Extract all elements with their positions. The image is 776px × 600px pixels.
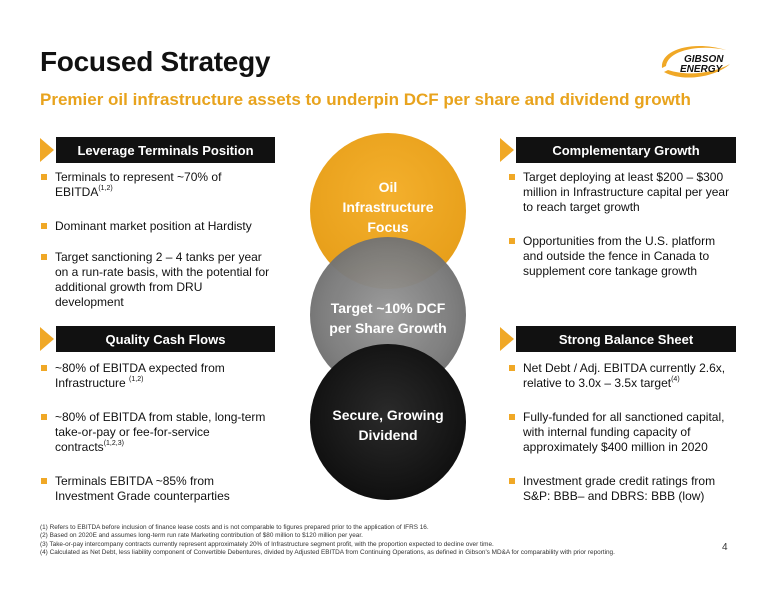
quality-cash-flows-list: ~80% of EBITDA expected from Infrastruct…: [40, 361, 272, 523]
svg-text:ENERGY: ENERGY: [680, 64, 724, 75]
circle-label: Secure, Growing Dividend: [332, 407, 444, 443]
page-title: Focused Strategy: [40, 46, 271, 77]
list-item: Target sanctioning 2 – 4 tanks per year …: [40, 250, 272, 310]
section-heading: Quality Cash Flows: [56, 326, 275, 352]
list-item: Investment grade credit ratings from S&P…: [508, 474, 736, 504]
footnote: (4) Calculated as Net Debt, less liabili…: [40, 549, 615, 557]
list-item: Terminals to represent ~70% of EBITDA(1,…: [40, 170, 272, 200]
list-item: Fully-funded for all sanctioned capital,…: [508, 410, 736, 455]
svg-text:GIBSON: GIBSON: [684, 54, 724, 65]
list-item: Terminals EBITDA ~85% from Investment Gr…: [40, 474, 272, 504]
footnote: (3) Take-or-pay intercompany contracts c…: [40, 540, 494, 548]
chevron-right-icon: [500, 138, 514, 162]
list-item: ~80% of EBITDA expected from Infrastruct…: [40, 361, 272, 391]
footnotes: (1) Refers to EBITDA before inclusion of…: [40, 524, 730, 558]
quality-cash-flows-header: Quality Cash Flows: [40, 326, 275, 352]
strong-balance-sheet-list: Net Debt / Adj. EBITDA currently 2.6x, r…: [508, 361, 736, 523]
strong-balance-sheet-header: Strong Balance Sheet: [500, 326, 736, 352]
dividend-circle: Secure, Growing Dividend: [310, 344, 466, 500]
list-item: Target deploying at least $200 – $300 mi…: [508, 170, 736, 215]
list-item: ~80% of EBITDA from stable, long-term ta…: [40, 410, 272, 455]
section-heading: Leverage Terminals Position: [56, 137, 275, 163]
circle-label: Target ~10% DCF per Share Growth: [329, 300, 447, 336]
section-heading: Strong Balance Sheet: [516, 326, 736, 352]
chevron-right-icon: [40, 138, 54, 162]
leverage-terminals-list: Terminals to represent ~70% of EBITDA(1,…: [40, 170, 272, 329]
chevron-right-icon: [40, 327, 54, 351]
complementary-growth-list: Target deploying at least $200 – $300 mi…: [508, 170, 736, 298]
page-number: 4: [722, 542, 728, 553]
circle-label: Oil Infrastructure Focus: [342, 179, 434, 235]
gibson-energy-logo: GIBSON ENERGY: [652, 42, 736, 82]
list-item: Opportunities from the U.S. platform and…: [508, 234, 736, 279]
leverage-terminals-header: Leverage Terminals Position: [40, 137, 275, 163]
page-subtitle: Premier oil infrastructure assets to und…: [40, 90, 691, 109]
complementary-growth-header: Complementary Growth: [500, 137, 736, 163]
footnote: (2) Based on 2020E and assumes long-term…: [40, 532, 363, 540]
chevron-right-icon: [500, 327, 514, 351]
section-heading: Complementary Growth: [516, 137, 736, 163]
list-item: Net Debt / Adj. EBITDA currently 2.6x, r…: [508, 361, 736, 391]
footnote: (1) Refers to EBITDA before inclusion of…: [40, 524, 429, 531]
list-item: Dominant market position at Hardisty: [40, 219, 272, 234]
